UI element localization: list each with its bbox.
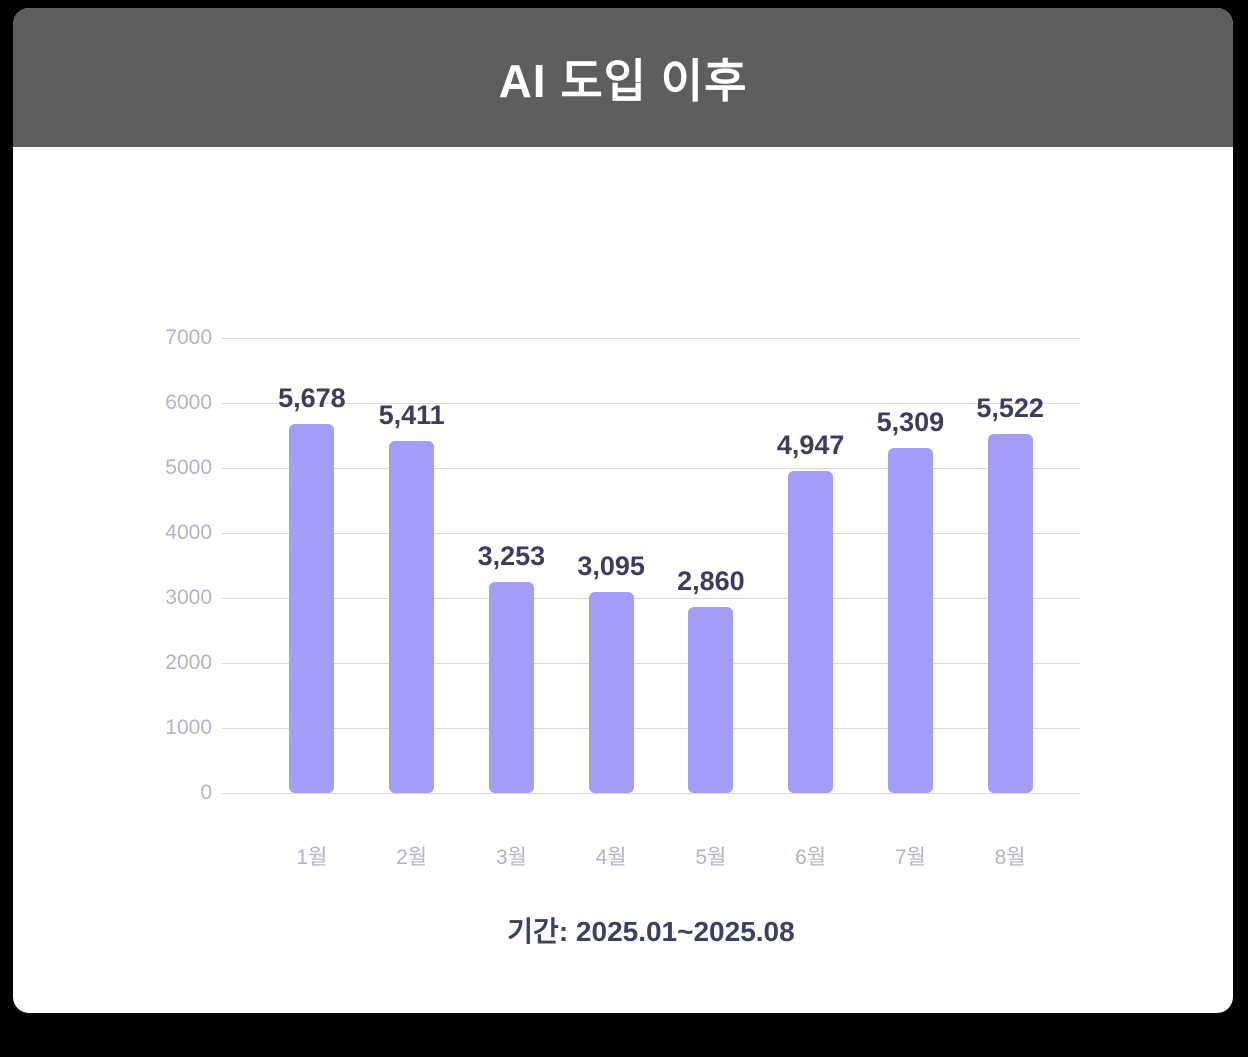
gridline-y-2000 xyxy=(222,662,1080,664)
bar-4월 xyxy=(588,591,634,793)
gridline-y-4000 xyxy=(222,532,1080,534)
bar-6월 xyxy=(788,471,834,793)
x-tick-label: 6월 xyxy=(795,846,827,869)
bar-value-label: 5,309 xyxy=(876,406,945,437)
x-tick-label: 7월 xyxy=(894,846,926,869)
x-tick-label: 3월 xyxy=(495,846,527,869)
y-tick-label: 7000 xyxy=(165,326,212,349)
gridline-y-5000 xyxy=(222,467,1080,469)
bar-value-label: 5,678 xyxy=(278,382,346,413)
bar-value-label: 2,860 xyxy=(677,566,745,597)
y-tick-label: 3000 xyxy=(165,586,212,609)
x-axis-labels: 1월 2월 3월 4월 5월 6월 7월 8월 xyxy=(222,841,1080,869)
card-header: AI 도입 이후 xyxy=(13,8,1233,147)
bar-value-label: 4,947 xyxy=(776,430,845,461)
gridline-y-0 xyxy=(222,792,1080,794)
chart-title: AI 도입 이후 xyxy=(498,54,748,107)
bar-value-label: 3,253 xyxy=(477,540,546,571)
x-tick-label: 5월 xyxy=(695,846,727,869)
x-tick-label: 2월 xyxy=(396,846,428,869)
y-tick-label: 4000 xyxy=(165,521,212,544)
bar-8월 xyxy=(987,434,1033,793)
y-tick-label: 6000 xyxy=(165,391,212,414)
y-tick-label: 0 xyxy=(200,781,212,804)
bar-7월 xyxy=(887,447,933,793)
bar-value-label: 3,095 xyxy=(577,550,645,581)
bar-3월 xyxy=(488,581,534,793)
x-tick-label: 8월 xyxy=(994,846,1026,869)
chart-caption: 기간: 2025.01~2025.08 xyxy=(507,916,795,947)
gridline-y-6000 xyxy=(222,402,1080,404)
chart-card: AI 도입 이후 0 1000 2000 3000 4000 5000 6000 7000 5,… xyxy=(13,8,1233,1013)
gridline-y-1000 xyxy=(222,727,1080,729)
x-tick-label: 1월 xyxy=(296,846,328,869)
bar-value-label: 5,411 xyxy=(378,400,445,431)
plot-area: 0 1000 2000 3000 4000 5000 6000 7000 5,678 5,411 3… xyxy=(165,326,1080,804)
y-tick-label: 5000 xyxy=(165,456,212,479)
gridline-y-7000 xyxy=(222,337,1080,339)
y-tick-label: 2000 xyxy=(165,651,212,674)
bar-value-label: 5,522 xyxy=(976,393,1044,424)
bar-5월 xyxy=(688,607,734,793)
bar-2월 xyxy=(389,441,435,793)
y-tick-label: 1000 xyxy=(165,716,212,739)
gridline-y-3000 xyxy=(222,597,1080,599)
x-tick-label: 4월 xyxy=(595,846,627,869)
bar-1월 xyxy=(289,423,335,793)
